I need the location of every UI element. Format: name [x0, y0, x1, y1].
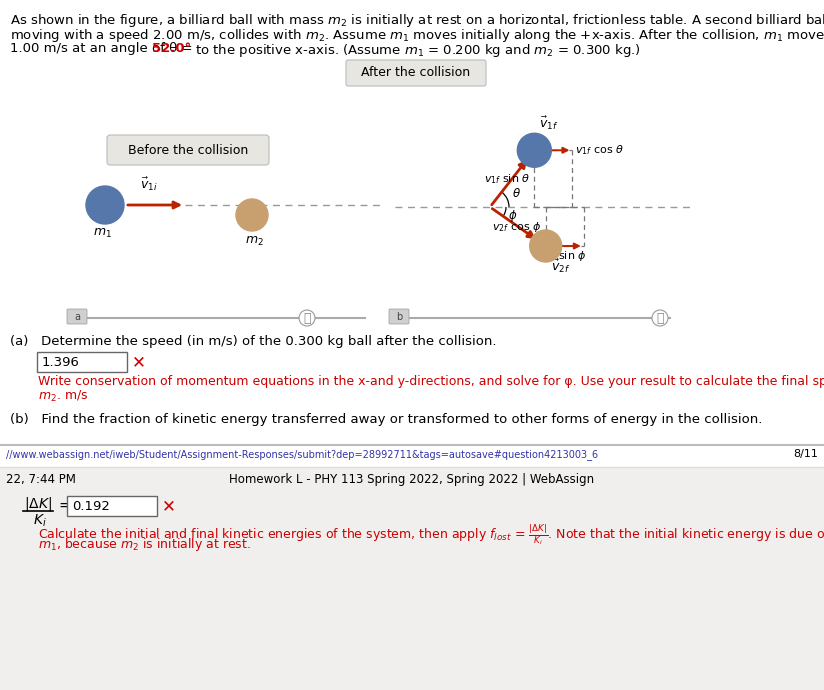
Circle shape: [517, 133, 551, 167]
Text: $\vec{v}_{2f}$: $\vec{v}_{2f}$: [550, 258, 570, 275]
Text: =: =: [58, 497, 71, 513]
Text: 22, 7:44 PM: 22, 7:44 PM: [6, 473, 76, 486]
Text: $m_2$. m/s: $m_2$. m/s: [38, 389, 88, 404]
Text: ✕: ✕: [132, 353, 146, 371]
Text: 1.00 m/s at an angle of θ =: 1.00 m/s at an angle of θ =: [10, 42, 197, 55]
Text: 0.192: 0.192: [72, 500, 110, 513]
Text: to the positive x-axis. (Assume $m_1$ = 0.200 kg and $m_2$ = 0.300 kg.): to the positive x-axis. (Assume $m_1$ = …: [191, 42, 641, 59]
Text: 1.396: 1.396: [42, 355, 80, 368]
Circle shape: [299, 310, 315, 326]
FancyBboxPatch shape: [37, 352, 127, 372]
Text: $v_{2f}$ cos $\phi$: $v_{2f}$ cos $\phi$: [493, 219, 541, 233]
Circle shape: [530, 230, 562, 262]
Text: $v_{1f}$ cos $\theta$: $v_{1f}$ cos $\theta$: [575, 144, 625, 157]
Text: $\vec{v}_{1i}$: $\vec{v}_{1i}$: [140, 176, 157, 193]
Circle shape: [86, 186, 124, 224]
Text: $m_1$, because $m_2$ is initially at rest.: $m_1$, because $m_2$ is initially at res…: [38, 536, 251, 553]
Circle shape: [236, 199, 268, 231]
Text: ⓘ: ⓘ: [656, 311, 664, 324]
Text: $\theta$: $\theta$: [512, 187, 521, 200]
Bar: [0, 467, 824, 690]
Text: a: a: [74, 311, 80, 322]
Text: b: b: [396, 311, 402, 322]
FancyBboxPatch shape: [346, 60, 486, 86]
Text: $|\Delta K|$: $|\Delta K|$: [24, 495, 52, 513]
FancyBboxPatch shape: [67, 309, 87, 324]
Text: Write conservation of momentum equations in the x-and y-directions, and solve fo: Write conservation of momentum equations…: [38, 375, 824, 388]
FancyBboxPatch shape: [107, 135, 269, 165]
Text: $\vec{v}_{1f}$: $\vec{v}_{1f}$: [540, 115, 559, 132]
Text: moving with a speed 2.00 m/s, collides with $m_2$. Assume $m_1$ moves initially : moving with a speed 2.00 m/s, collides w…: [10, 27, 824, 44]
Text: Calculate the initial and final kinetic energies of the system, then apply $f_{l: Calculate the initial and final kinetic …: [38, 522, 824, 546]
Text: 8/11: 8/11: [794, 449, 818, 459]
Text: ✕: ✕: [162, 497, 176, 515]
Text: $K_i$: $K_i$: [33, 513, 47, 529]
Text: Homework L - PHY 113 Spring 2022, Spring 2022 | WebAssign: Homework L - PHY 113 Spring 2022, Spring…: [229, 473, 595, 486]
Text: $m_1$: $m_1$: [93, 227, 112, 240]
Text: After the collision: After the collision: [362, 66, 471, 79]
FancyBboxPatch shape: [389, 309, 409, 324]
Text: //www.webassign.net/iweb/Student/Assignment-Responses/submit?dep=28992711&tags=a: //www.webassign.net/iweb/Student/Assignm…: [6, 449, 598, 460]
Text: 52.0°: 52.0°: [152, 42, 191, 55]
FancyBboxPatch shape: [67, 496, 157, 516]
Text: Before the collision: Before the collision: [128, 144, 248, 157]
Text: As shown in the figure, a billiard ball with mass $m_2$ is initially at rest on : As shown in the figure, a billiard ball …: [10, 12, 824, 29]
Text: $\phi$: $\phi$: [508, 208, 517, 224]
Text: $v_{2f}$ sin $\phi$: $v_{2f}$ sin $\phi$: [540, 249, 587, 263]
Text: $v_{1f}$ sin $\theta$: $v_{1f}$ sin $\theta$: [485, 172, 531, 186]
Circle shape: [652, 310, 668, 326]
Text: (a)   Determine the speed (in m/s) of the 0.300 kg ball after the collision.: (a) Determine the speed (in m/s) of the …: [10, 335, 497, 348]
Text: ⓘ: ⓘ: [303, 311, 311, 324]
Text: $m_2$: $m_2$: [245, 235, 264, 248]
Text: (b)   Find the fraction of kinetic energy transferred away or transformed to oth: (b) Find the fraction of kinetic energy …: [10, 413, 762, 426]
